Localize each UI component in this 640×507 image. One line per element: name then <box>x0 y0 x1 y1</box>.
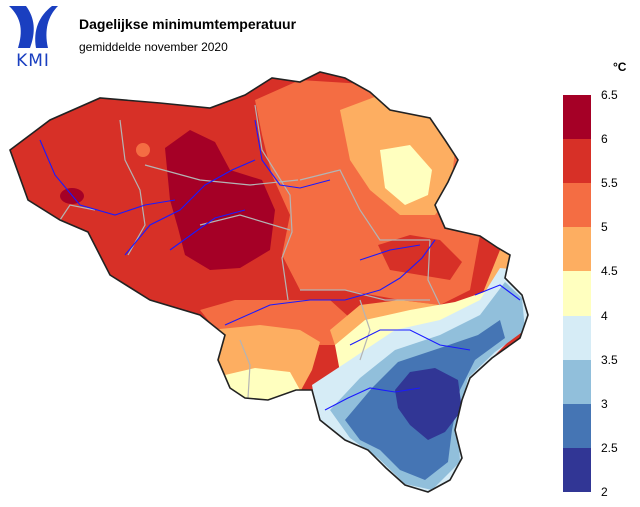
legend-swatch <box>563 227 591 272</box>
kmi-logo <box>9 6 58 48</box>
province-border-7 <box>359 299 371 361</box>
river-lesse <box>349 329 471 351</box>
river-dender <box>169 209 246 251</box>
legend-tick-label: 6 <box>601 132 608 147</box>
province-border-1 <box>119 119 146 256</box>
legend-swatch <box>563 359 591 405</box>
zone-5-5.5-west-patch <box>136 143 150 157</box>
province-border-10 <box>59 204 96 221</box>
province-border-9 <box>239 339 251 399</box>
legend-colorbar <box>563 95 591 493</box>
province-border-8 <box>427 239 441 306</box>
legend-swatch <box>563 403 591 449</box>
province-border-4 <box>299 169 430 241</box>
legend-swatch <box>563 95 591 140</box>
zone-5.5-6-east-patch <box>378 235 462 280</box>
river-ourthe <box>359 244 421 261</box>
legend-tick-label: 2 <box>601 485 608 499</box>
legend-swatch <box>563 139 591 184</box>
zone-4-4.5-south <box>225 368 300 402</box>
legend-tick-label: 5 <box>601 220 608 235</box>
zone-4-4.5-north <box>380 145 432 205</box>
province-borders <box>59 104 441 399</box>
zone-2-2.5 <box>395 368 462 440</box>
legend-tick-label: 2.5 <box>601 440 618 455</box>
legend-tick-label: 4.5 <box>601 264 618 279</box>
legend-swatch <box>563 183 591 228</box>
legend-unit: °C <box>613 60 627 74</box>
legend-tick-label: 5.5 <box>601 176 618 191</box>
river-schelde <box>124 159 256 256</box>
river-amblève <box>474 284 521 301</box>
temperature-zones <box>10 72 528 492</box>
province-border-6 <box>300 289 430 301</box>
legend-tick-label: 3 <box>601 396 608 411</box>
province-border-5 <box>199 214 291 231</box>
zone-6-6.5-core <box>165 130 275 270</box>
map-subtitle: gemiddelde november 2020 <box>79 40 228 54</box>
kmi-logo-mark-right <box>35 6 58 48</box>
province-border-2 <box>144 164 299 186</box>
map-title: Dagelijkse minimumtemperatuur <box>79 16 297 32</box>
belgium-border <box>9 71 529 493</box>
river-leie <box>39 139 176 216</box>
temperature-map <box>9 71 529 493</box>
legend-swatch <box>563 271 591 317</box>
river-dijle <box>254 119 331 189</box>
legend-tick-label: 6.5 <box>601 88 618 102</box>
legend-swatch <box>563 315 591 361</box>
rivers <box>39 119 521 411</box>
river-maas <box>224 239 436 326</box>
kmi-logo-mark <box>9 6 34 48</box>
kmi-logo-text: KMI <box>16 51 50 71</box>
legend-tick-label: 4 <box>601 308 608 323</box>
legend-tick-label: 3.5 <box>601 352 618 367</box>
legend-swatch <box>563 447 591 493</box>
river-semois <box>324 387 421 411</box>
province-border-3 <box>254 104 293 301</box>
